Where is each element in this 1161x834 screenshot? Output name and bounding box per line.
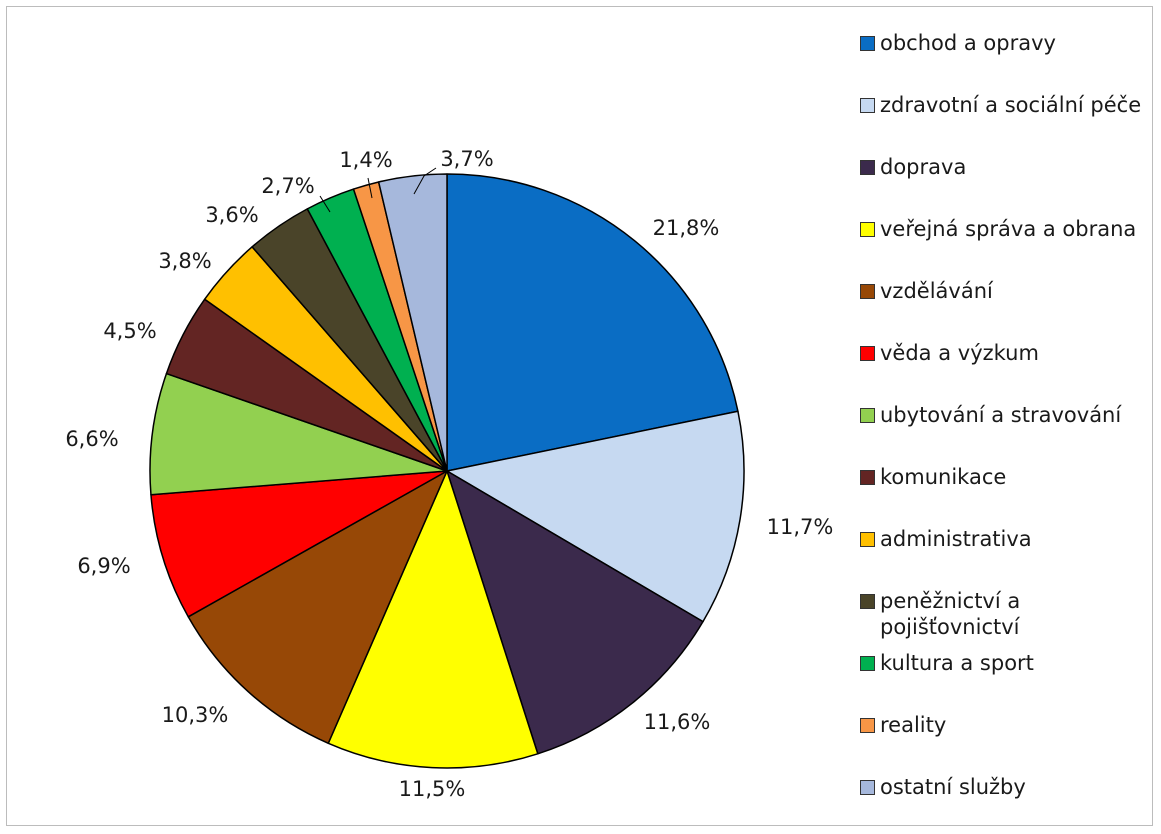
legend-label: zdravotní a sociální péče [880, 93, 1142, 117]
leader-line-11 [319, 195, 331, 213]
legend-swatch [860, 346, 875, 361]
pie-slice-7 [149, 372, 448, 496]
legend-swatch [860, 284, 875, 299]
leader-lines [319, 167, 437, 213]
legend-label: administrativa [880, 527, 1032, 551]
legend-swatch [860, 718, 875, 733]
legend-item: věda a výzkum [860, 340, 1155, 366]
legend-item: doprava [860, 154, 1155, 180]
pie-slice-1 [446, 173, 739, 472]
legend-item: peněžnictví a pojišťovnictví [860, 588, 1155, 640]
legend-item: reality [860, 712, 1155, 738]
legend-label: obchod a opravy [880, 31, 1056, 55]
legend-label: peněžnictví a pojišťovnictví [880, 589, 1021, 639]
legend-item: administrativa [860, 526, 1155, 552]
legend-label: kultura a sport [880, 651, 1034, 675]
slice-value-label-6: 6,9% [77, 554, 130, 578]
legend-label: ubytování a stravování [880, 403, 1122, 427]
legend-item: kultura a sport [860, 650, 1155, 676]
legend-swatch [860, 222, 875, 237]
legend-swatch [860, 470, 875, 485]
leader-line-13 [413, 167, 437, 195]
pie-slice-5 [187, 470, 448, 744]
pie-slice-2 [446, 410, 745, 623]
legend-item: vzdělávání [860, 278, 1155, 304]
legend-item: obchod a opravy [860, 30, 1155, 56]
slice-value-labels: 21,8% 11,7% 11,6% 11,5% 10,3% 6,9% 6,6% 4,5% 3,8… [65, 147, 833, 801]
legend-item: veřejná správa a obrana [860, 216, 1155, 242]
legend-swatch [860, 408, 875, 423]
legend-label: ostatní služby [880, 775, 1026, 799]
legend-label: vzdělávání [880, 279, 993, 303]
legend-item: zdravotní a sociální péče [860, 92, 1155, 118]
slice-value-label-4: 11,5% [399, 777, 466, 801]
slice-value-label-5: 10,3% [162, 703, 229, 727]
slice-value-label-12: 1,4% [339, 148, 392, 172]
pie-slice-13 [377, 173, 448, 472]
legend-label: věda a výzkum [880, 341, 1039, 365]
slice-value-label-2: 11,7% [767, 515, 834, 539]
legend-label: veřejná správa a obrana [880, 217, 1137, 241]
legend-label: reality [880, 713, 947, 737]
slice-value-label-9: 3,8% [158, 249, 211, 273]
pie-slices [149, 173, 745, 769]
pie-slice-6 [150, 470, 448, 618]
legend-label: doprava [880, 155, 967, 179]
slice-value-label-1: 21,8% [653, 216, 720, 240]
slice-value-label-11: 2,7% [261, 174, 314, 198]
pie-slice-3 [446, 470, 704, 755]
pie-slice-4 [327, 470, 539, 769]
slice-value-label-3: 11,6% [644, 710, 711, 734]
slice-value-label-10: 3,6% [205, 203, 258, 227]
legend-swatch [860, 98, 875, 113]
legend-label: komunikace [880, 465, 1007, 489]
legend-swatch [860, 656, 875, 671]
legend-swatch [860, 532, 875, 547]
legend-item: ubytování a stravování [860, 402, 1155, 428]
slice-value-label-8: 4,5% [103, 319, 156, 343]
slice-value-label-7: 6,6% [65, 427, 118, 451]
leader-line-12 [367, 177, 373, 199]
slice-value-label-13: 3,7% [440, 147, 493, 171]
legend-swatch [860, 594, 875, 609]
legend-item: komunikace [860, 464, 1155, 490]
legend-swatch [860, 36, 875, 51]
legend-swatch [860, 780, 875, 795]
legend-swatch [860, 160, 875, 175]
legend-item: ostatní služby [860, 774, 1155, 800]
